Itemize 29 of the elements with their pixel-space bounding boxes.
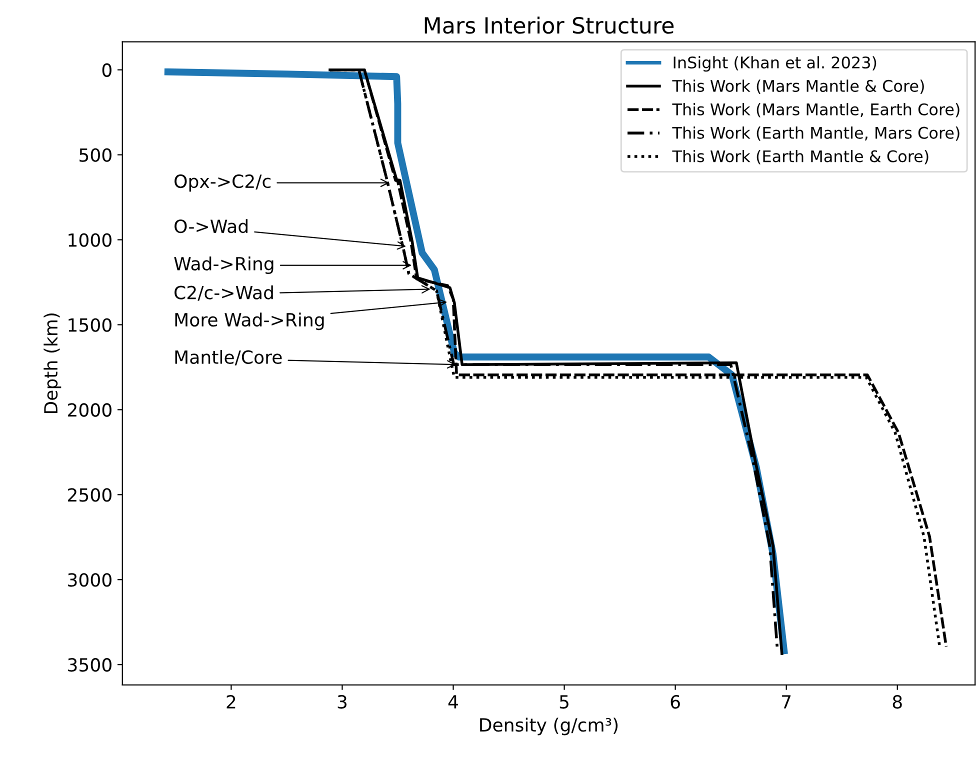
x-tick-label: 8 xyxy=(892,695,902,709)
legend-label: This Work (Earth Mantle, Mars Core) xyxy=(672,126,960,141)
annotation: Opx->C2/c xyxy=(174,174,271,192)
y-tick-label: 3000 xyxy=(68,573,112,587)
legend-label: InSight (Khan et al. 2023) xyxy=(674,56,876,72)
annotation: O->Wad xyxy=(174,219,248,234)
y-tick-label: 1000 xyxy=(68,233,112,247)
x-tick-label: 3 xyxy=(338,695,347,709)
y-tick-label: 1500 xyxy=(68,318,112,332)
legend-label: This Work (Earth Mantle & Core) xyxy=(672,150,928,164)
annotation: C2/c->Wad xyxy=(174,285,273,301)
y-tick-label: 500 xyxy=(80,148,112,162)
legend-label: This Work (Mars Mantle & Core) xyxy=(672,80,924,94)
annotation: Mantle/Core xyxy=(175,350,282,366)
y-tick-label: 0 xyxy=(102,63,112,77)
annotation: More Wad->Ring xyxy=(175,312,324,330)
x-tick-label: 6 xyxy=(670,695,680,709)
x-tick-label: 5 xyxy=(560,695,568,709)
annotation: Wad->Ring xyxy=(174,256,274,274)
legend-label: This Work (Mars Mantle, Earth Core) xyxy=(672,103,960,118)
y-tick-label: 2500 xyxy=(68,488,112,502)
y-tick-label: 3500 xyxy=(68,658,112,672)
x-tick-label: 4 xyxy=(448,695,458,708)
x-tick-label: 2 xyxy=(226,695,236,708)
chart-title: Mars Interior Structure xyxy=(424,16,674,34)
x-axis-title: Density (g/cm³) xyxy=(480,718,618,736)
y-axis-title: Depth (km) xyxy=(44,314,62,414)
y-tick-label: 2000 xyxy=(68,403,112,417)
x-tick-label: 7 xyxy=(782,695,791,708)
